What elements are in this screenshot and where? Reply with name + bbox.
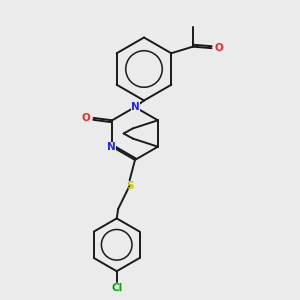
Text: O: O (214, 43, 224, 52)
Text: Cl: Cl (111, 283, 122, 293)
Text: S: S (126, 181, 134, 191)
Text: O: O (82, 113, 90, 123)
Text: N: N (131, 101, 140, 112)
Text: N: N (106, 142, 115, 152)
